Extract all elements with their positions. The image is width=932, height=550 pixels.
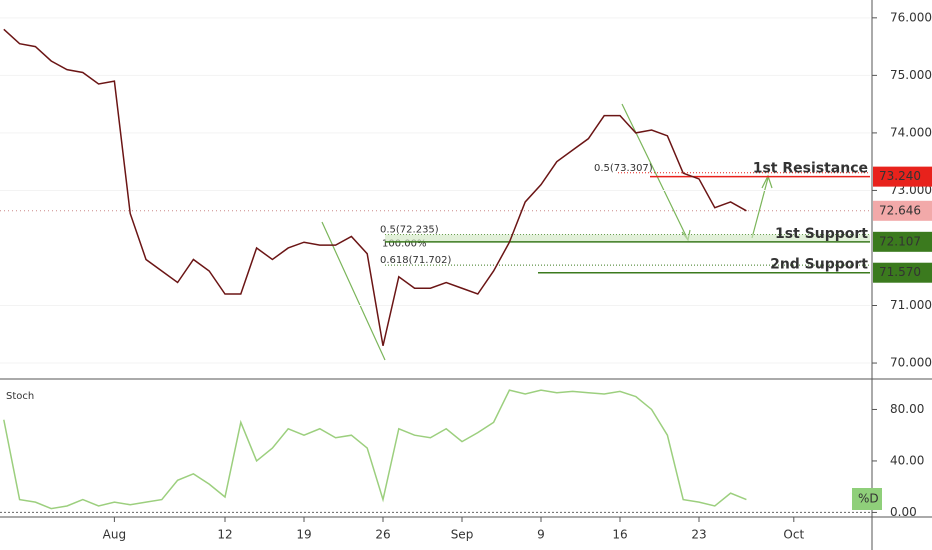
price-line <box>3 28 747 346</box>
current-price-label: 72.646 <box>879 203 921 217</box>
indicator-tick-label: 0.00 <box>890 505 917 519</box>
x-tick-label: Aug <box>103 528 126 542</box>
fib-label: 0.618(71.702) <box>380 255 452 266</box>
x-tick-label: 23 <box>691 528 706 542</box>
level-name: 1st Support <box>775 226 868 242</box>
y-tick-label: 74.000 <box>890 125 932 139</box>
level-name: 2nd Support <box>770 257 868 273</box>
y-tick-label: 70.000 <box>890 356 932 370</box>
y-tick-label: 71.000 <box>890 298 932 312</box>
x-tick-label: Oct <box>783 528 804 542</box>
level-badge <box>873 166 932 187</box>
level-badge-label: 71.570 <box>879 265 921 279</box>
level-name: 1st Resistance <box>753 161 868 177</box>
x-tick-label: 9 <box>537 528 545 542</box>
level-badge <box>873 231 932 252</box>
indicator-tick-label: 40.00 <box>890 453 924 467</box>
stoch-line <box>3 389 747 510</box>
current-price-badge <box>873 200 932 221</box>
x-tick-label: 16 <box>612 528 627 542</box>
indicator-legend: %D <box>858 492 879 506</box>
y-tick-label: 75.000 <box>890 68 932 82</box>
level-badge-label: 73.240 <box>879 169 921 183</box>
fib-label: 0.5(73.307) <box>594 163 653 174</box>
fib-note: 100.00% <box>382 238 427 249</box>
indicator-legend-box <box>852 488 882 510</box>
support-zone <box>385 234 870 242</box>
x-tick-label: 26 <box>375 528 390 542</box>
indicator-tick-label: 80.00 <box>890 402 924 416</box>
x-tick-label: Sep <box>451 528 474 542</box>
x-tick-label: 12 <box>217 528 232 542</box>
x-tick-label: 19 <box>296 528 311 542</box>
level-badge-label: 72.107 <box>879 234 921 248</box>
level-badge <box>873 262 932 283</box>
y-tick-label: 76.000 <box>890 10 932 24</box>
indicator-title: Stoch <box>6 391 34 402</box>
fib-label: 0.5(72.235) <box>380 224 439 235</box>
